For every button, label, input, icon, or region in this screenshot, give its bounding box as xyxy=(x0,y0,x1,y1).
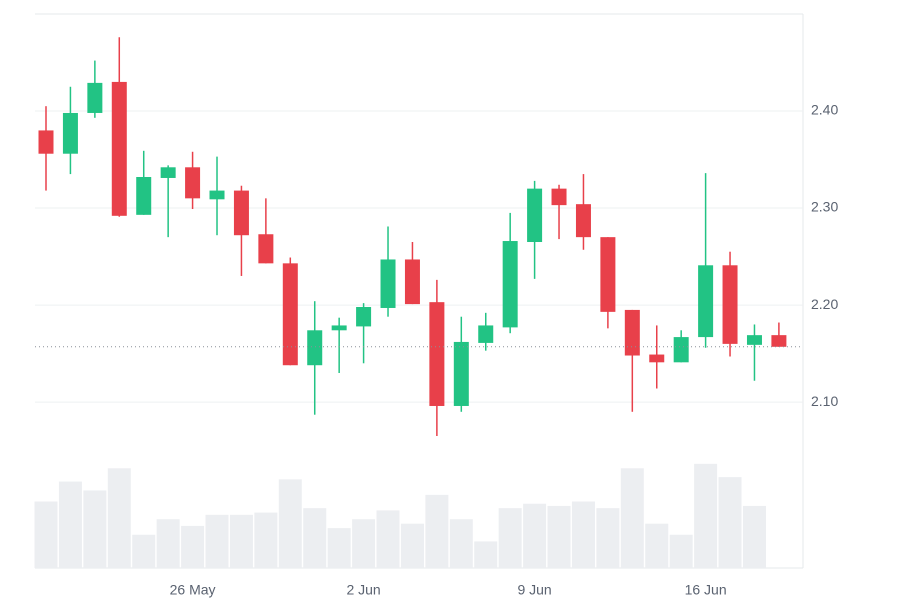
candle-body xyxy=(87,82,103,113)
candle-body xyxy=(673,337,689,363)
candle-body xyxy=(746,335,762,345)
candle-body xyxy=(258,234,274,264)
candle-body xyxy=(478,325,494,343)
volume-bar xyxy=(645,523,669,568)
candle-body xyxy=(698,265,714,338)
candle-body xyxy=(356,307,372,327)
volume-bar xyxy=(34,501,58,568)
volume-bar xyxy=(181,525,205,568)
volume-bar xyxy=(400,523,424,568)
volume-bar xyxy=(498,508,522,568)
candle-body xyxy=(209,190,225,200)
candle-body xyxy=(38,130,54,154)
x-tick-label: 16 Jun xyxy=(685,582,727,598)
volume-bar xyxy=(547,505,571,568)
y-tick-label: 2.30 xyxy=(811,199,838,215)
volume-bar xyxy=(425,494,449,568)
volume-bar xyxy=(376,510,400,568)
candle-body xyxy=(282,263,298,366)
candle-body xyxy=(502,241,518,328)
candle-body xyxy=(771,335,787,347)
candle-body xyxy=(111,81,127,216)
candle-body xyxy=(649,354,665,363)
candle-body xyxy=(575,204,591,238)
x-tick-label: 26 May xyxy=(170,582,216,598)
volume-bar xyxy=(254,512,278,568)
y-tick-label: 2.10 xyxy=(811,393,838,409)
volume-bar xyxy=(571,501,595,568)
volume-bar xyxy=(669,534,693,568)
candle-body xyxy=(600,237,616,312)
volume-bar xyxy=(132,534,156,568)
volume-bar xyxy=(523,503,547,568)
candle-body xyxy=(185,167,201,199)
candle-body xyxy=(453,341,469,406)
volume-bar xyxy=(58,481,82,568)
candle-body xyxy=(624,309,640,356)
candle-body xyxy=(722,265,738,344)
candle-body xyxy=(404,259,420,305)
candle-body xyxy=(62,112,78,154)
x-tick-label: 9 Jun xyxy=(517,582,551,598)
volume-bar xyxy=(742,505,766,568)
candle-body xyxy=(551,188,567,206)
y-tick-label: 2.20 xyxy=(811,296,838,312)
volume-bar xyxy=(474,541,498,568)
volume-bar xyxy=(156,519,180,568)
volume-bar xyxy=(205,514,229,568)
volume-bar xyxy=(229,514,253,568)
volume-bar xyxy=(596,508,620,568)
volume-bar xyxy=(352,519,376,568)
candle-body xyxy=(233,190,249,236)
candle-body xyxy=(429,302,445,406)
y-tick-label: 2.40 xyxy=(811,102,838,118)
candle-body xyxy=(160,167,176,178)
candle-body xyxy=(331,325,347,331)
volume-bar xyxy=(107,468,131,568)
candle-body xyxy=(527,188,543,243)
candle-body xyxy=(307,330,323,366)
volume-bar xyxy=(718,477,742,568)
volume-bar xyxy=(449,519,473,568)
volume-bar xyxy=(694,463,718,568)
volume-bar xyxy=(278,479,302,568)
candle-body xyxy=(380,259,396,308)
volume-bar xyxy=(303,508,327,568)
x-tick-label: 2 Jun xyxy=(346,582,380,598)
volume-bar xyxy=(327,528,351,568)
candle-body xyxy=(136,176,152,215)
volume-bar xyxy=(83,490,107,568)
volume-bar xyxy=(620,468,644,568)
